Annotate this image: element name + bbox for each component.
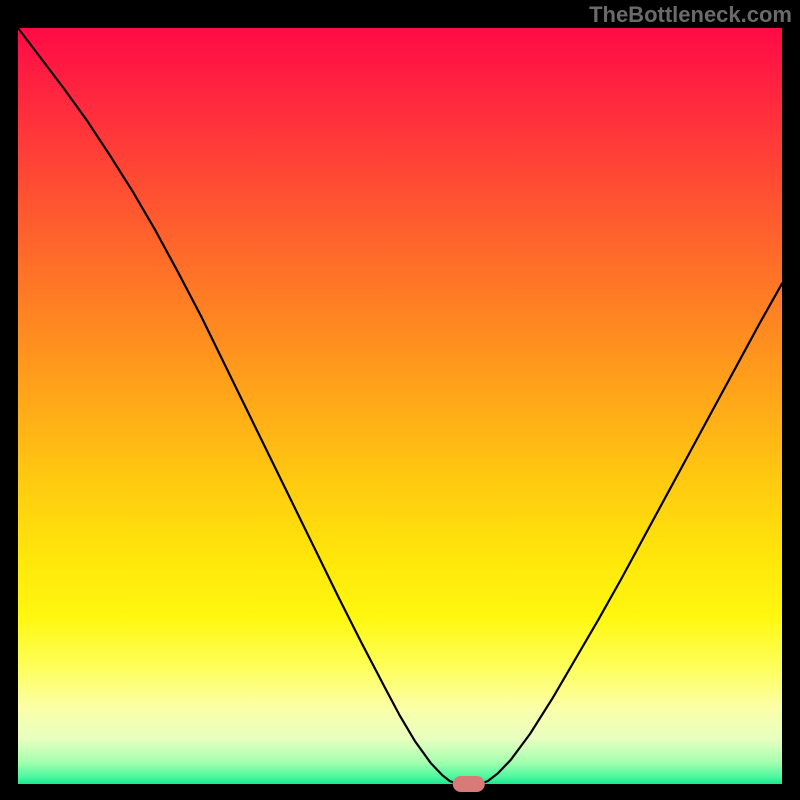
optimal-marker [453,776,485,792]
chart-svg [0,0,800,800]
chart-container: TheBottleneck.com [0,0,800,800]
attribution-text: TheBottleneck.com [589,2,792,28]
plot-background [18,28,782,784]
